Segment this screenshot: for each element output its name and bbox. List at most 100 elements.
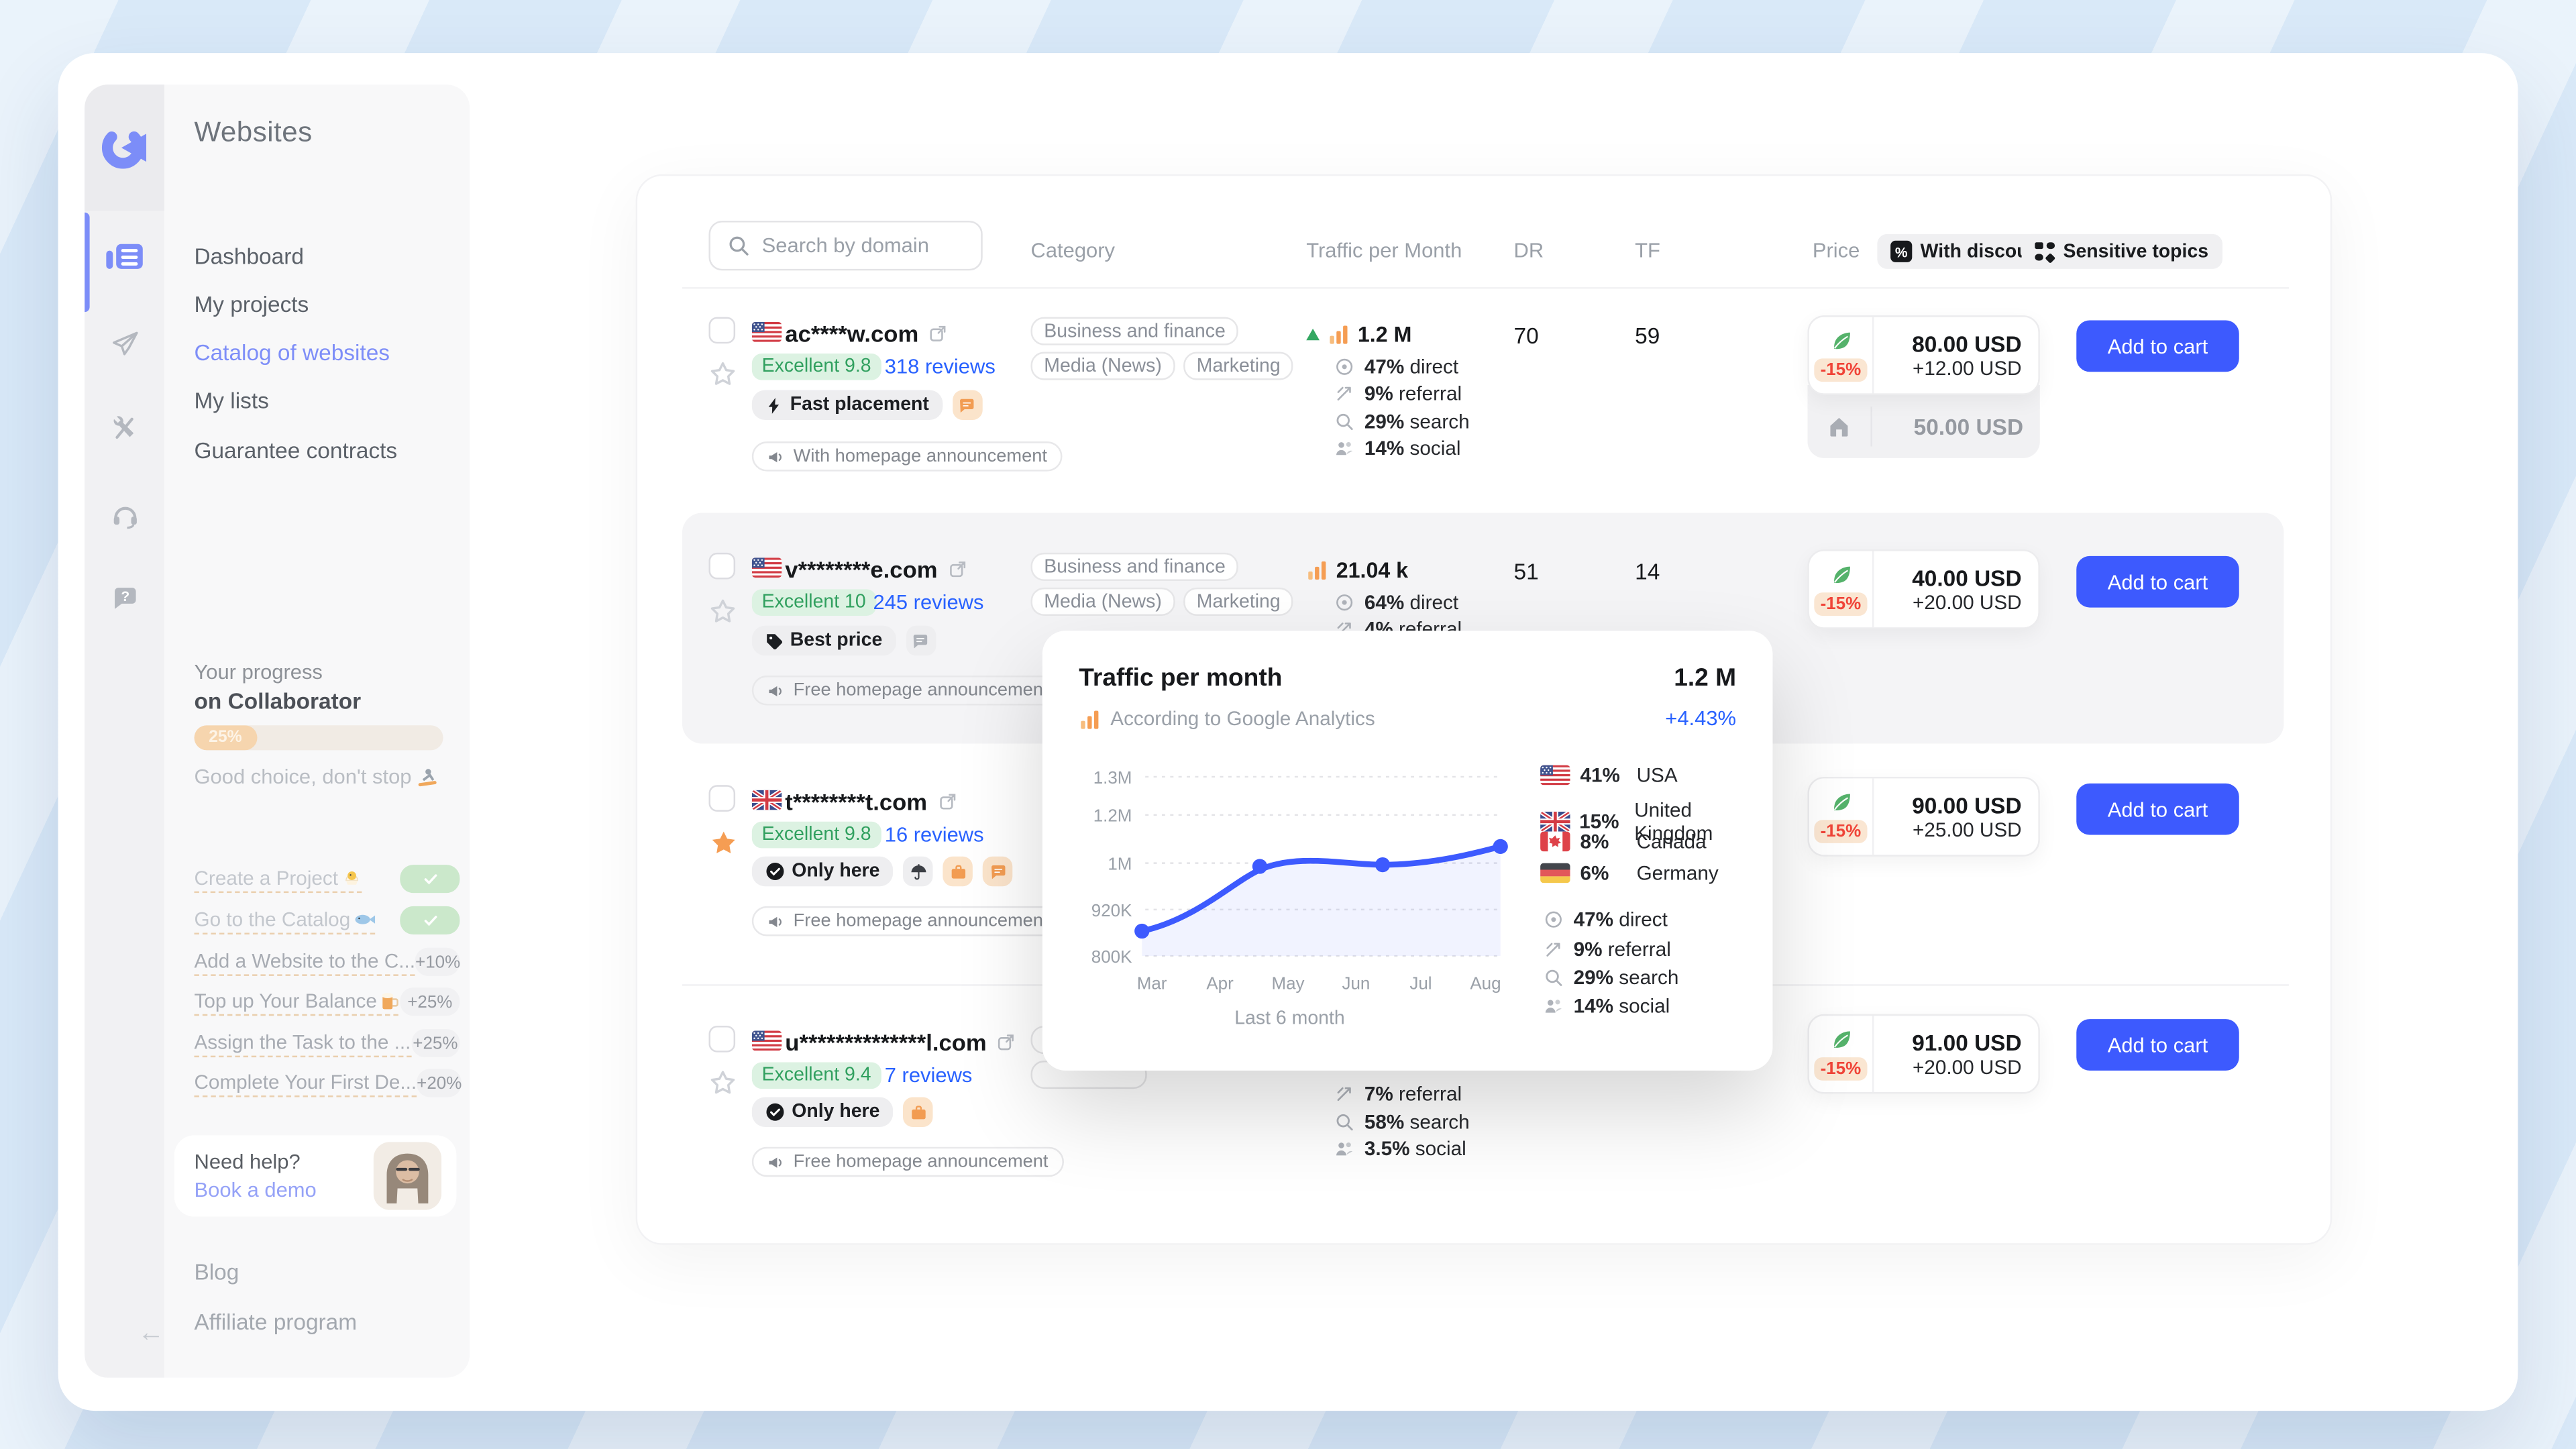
flag-de-icon: [1540, 863, 1570, 883]
tools-icon[interactable]: [85, 415, 164, 442]
referral-arrows-icon: [1544, 939, 1564, 959]
table-row: ac****w.com Excellent 9.8 318 reviews Fa…: [682, 301, 2284, 500]
country-flag-us: [752, 322, 782, 342]
search-source-icon: [1334, 412, 1354, 432]
dashboard-icon[interactable]: [85, 244, 164, 269]
filter-sensitive-topics[interactable]: Sensitive topics: [2021, 233, 2222, 269]
check-circle-icon: [765, 861, 786, 881]
external-link-icon[interactable]: [928, 323, 949, 343]
row-checkbox[interactable]: [708, 1026, 736, 1053]
svg-text:Jun: Jun: [1342, 973, 1371, 994]
column-header-dr[interactable]: DR: [1513, 239, 1544, 262]
sidebar-item-guarantee[interactable]: Guarantee contracts: [194, 438, 398, 464]
favorite-star-icon[interactable]: [708, 1069, 737, 1097]
referral-arrows-icon: [1334, 384, 1354, 404]
checklist-label: Assign the Task to the ...: [194, 1030, 411, 1057]
external-link-icon[interactable]: [997, 1032, 1017, 1053]
checklist-item[interactable]: Go to the Catalog: [194, 906, 460, 934]
headset-icon[interactable]: [85, 501, 164, 529]
social-people-icon: [1544, 996, 1564, 1016]
svg-text:Aug: Aug: [1470, 973, 1501, 994]
domain-link[interactable]: t********t.com: [785, 788, 957, 815]
collapse-sidebar-arrow-icon[interactable]: ←: [138, 1320, 164, 1348]
domain-link[interactable]: u**************l.com: [785, 1029, 1016, 1056]
traffic-source: 64% direct: [1334, 591, 1458, 614]
paper-plane-icon[interactable]: [85, 330, 164, 358]
traffic-value[interactable]: 1.2 M: [1306, 322, 1411, 347]
price-card: -15% 91.00 USD +20.00 USD: [1807, 1014, 2040, 1094]
row-checkbox[interactable]: [708, 785, 736, 812]
checklist-label: Create a Project: [194, 865, 362, 892]
flag-ca-icon: [1540, 832, 1570, 852]
add-to-cart-button[interactable]: Add to cart: [2076, 1019, 2239, 1071]
add-to-cart-button[interactable]: Add to cart: [2076, 783, 2239, 835]
row-checkbox[interactable]: [708, 317, 736, 344]
column-header-traffic[interactable]: Traffic per Month: [1306, 239, 1462, 262]
chat-icon[interactable]: [905, 625, 936, 656]
progress-note: Good choice, don't stop: [194, 765, 438, 788]
checklist-item[interactable]: Assign the Task to the ... +25%: [194, 1029, 460, 1058]
column-header-price[interactable]: Price: [1812, 239, 1860, 262]
domain-link[interactable]: v********e.com: [785, 556, 967, 582]
traffic-source: 9% referral: [1544, 938, 1671, 961]
traffic-value[interactable]: 21.04 k: [1306, 557, 1408, 582]
search-source-icon: [1334, 1112, 1354, 1132]
add-to-cart-button[interactable]: Add to cart: [2076, 555, 2239, 608]
trend-up-icon: [1306, 328, 1320, 341]
svg-text:920K: 920K: [1091, 900, 1132, 920]
search-input[interactable]: [761, 233, 961, 258]
book-demo-link[interactable]: Book a demo: [194, 1178, 317, 1202]
favorite-star-icon[interactable]: [708, 360, 737, 388]
help-bubble-icon[interactable]: [85, 584, 164, 612]
umbrella-icon[interactable]: [903, 856, 933, 887]
reviews-link[interactable]: 318 reviews: [884, 355, 996, 379]
category-chip: Marketing: [1183, 352, 1294, 380]
discount-badge: -15%: [1813, 820, 1868, 843]
reviews-link[interactable]: 245 reviews: [873, 590, 984, 614]
feather-icon: [1828, 563, 1853, 588]
sidebar-link-affiliate[interactable]: Affiliate program: [194, 1309, 358, 1335]
briefcase-icon[interactable]: [903, 1097, 933, 1128]
external-link-icon[interactable]: [947, 559, 967, 580]
sidebar-item-catalog[interactable]: Catalog of websites: [194, 340, 390, 366]
chat-icon[interactable]: [982, 856, 1013, 887]
favorite-star-icon[interactable]: [708, 598, 737, 626]
active-nav-indicator: [85, 212, 90, 313]
feather-icon: [1828, 1028, 1853, 1053]
megaphone-icon: [767, 447, 785, 466]
sidebar-link-blog[interactable]: Blog: [194, 1259, 239, 1285]
reviews-link[interactable]: 16 reviews: [884, 823, 984, 847]
checklist-done-badge: [400, 865, 460, 894]
domain-link[interactable]: ac****w.com: [785, 321, 949, 347]
favorite-star-icon-active[interactable]: [708, 828, 739, 859]
column-header-tf[interactable]: TF: [1635, 239, 1660, 262]
row-checkbox[interactable]: [708, 552, 736, 580]
price-extra: +20.00 USD: [1913, 1055, 2022, 1079]
search-source-icon: [1544, 967, 1564, 987]
sidebar-item-my-lists[interactable]: My lists: [194, 388, 269, 414]
briefcase-icon[interactable]: [943, 856, 973, 887]
reviews-link[interactable]: 7 reviews: [884, 1063, 973, 1087]
discount-badge: -15%: [1813, 358, 1868, 382]
megaphone-icon: [767, 912, 785, 930]
checklist-item[interactable]: Add a Website to the C... +10%: [194, 947, 461, 976]
logo[interactable]: [85, 85, 164, 211]
sensitive-topics-icon: [2035, 241, 2055, 262]
price-current: 91.00 USD: [1912, 1030, 2022, 1055]
column-header-category[interactable]: Category: [1030, 239, 1116, 262]
chat-icon[interactable]: [952, 390, 983, 420]
table-row: t********t.com Excellent 9.8 16 reviews …: [682, 757, 2284, 979]
chart-caption: Last 6 month: [1234, 1009, 1345, 1030]
sidebar-item-my-projects[interactable]: My projects: [194, 292, 309, 317]
checklist-item[interactable]: Create a Project: [194, 865, 460, 894]
checklist-item[interactable]: Top up Your Balance +25%: [194, 987, 460, 1016]
search-input-wrap: [708, 221, 983, 271]
sidebar-item-dashboard[interactable]: Dashboard: [194, 244, 304, 269]
traffic-source: 47% direct: [1334, 355, 1458, 378]
checklist-item[interactable]: Complete Your First De... +20%: [194, 1069, 462, 1097]
target-icon: [1334, 357, 1354, 377]
announcement-chip: Free homepage announcement: [751, 676, 1063, 706]
external-link-icon[interactable]: [937, 792, 957, 812]
add-to-cart-button[interactable]: Add to cart: [2076, 320, 2239, 372]
